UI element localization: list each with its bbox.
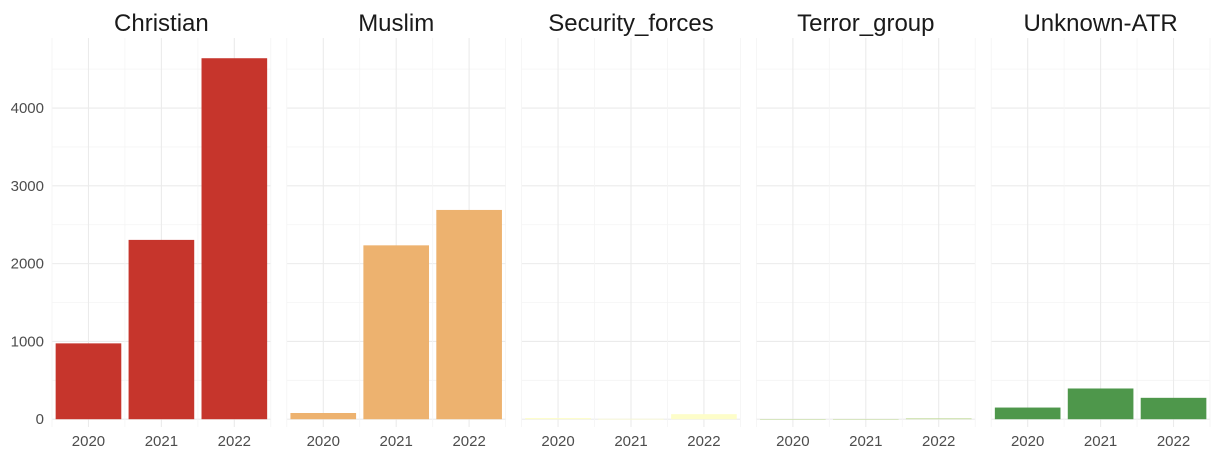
x-tick-label: 2022	[452, 433, 485, 450]
facet-panel-christian: Christian 2020 2021 2022	[51, 10, 272, 450]
bar-christian-2020	[55, 343, 122, 420]
y-tick-label-0: 0	[36, 411, 44, 428]
bar-security-forces-2022	[671, 414, 737, 420]
x-tick-label: 2021	[849, 433, 882, 450]
bar-christian-2021	[128, 239, 195, 420]
x-tick-label: 2021	[145, 433, 178, 450]
x-tick-label: 2021	[1084, 433, 1117, 450]
facet-title: Security_forces	[548, 10, 713, 37]
bar-terror-group-2022	[905, 418, 972, 420]
bar-unknown-atr-2021	[1067, 388, 1134, 420]
x-tick-label: 2020	[307, 433, 340, 450]
y-tick-label-2000: 2000	[11, 256, 44, 273]
x-tick-label: 2020	[776, 433, 809, 450]
bar-muslim-2022	[436, 209, 502, 420]
facet-panel-unknown-atr: Unknown-ATR 2020 2021 2022	[990, 10, 1211, 450]
bar-terror-group-2021	[832, 418, 899, 420]
x-tick-label: 2021	[380, 433, 413, 450]
facet-title: Terror_group	[797, 10, 934, 37]
bar-muslim-2021	[363, 245, 430, 420]
x-tick-label: 2020	[1011, 433, 1044, 450]
facet-title: Christian	[114, 10, 209, 37]
bar-security-forces-2020	[525, 418, 591, 420]
bar-unknown-atr-2022	[1140, 397, 1207, 420]
x-tick-label: 2020	[541, 433, 574, 450]
x-tick-label: 2022	[922, 433, 955, 450]
facet-title: Muslim	[358, 10, 434, 37]
y-tick-label-1000: 1000	[11, 333, 44, 350]
x-tick-label: 2022	[218, 433, 251, 450]
y-tick-label-4000: 4000	[11, 100, 44, 117]
y-tick-label-3000: 3000	[11, 178, 44, 195]
x-tick-label: 2022	[1157, 433, 1190, 450]
bar-unknown-atr-2020	[994, 407, 1061, 420]
x-tick-label: 2022	[687, 433, 720, 450]
facet-panel-muslim: Muslim 2020 2021 2022	[286, 10, 507, 450]
x-tick-label: 2020	[72, 433, 105, 450]
bar-muslim-2020	[290, 412, 357, 420]
bar-christian-2022	[201, 58, 268, 420]
bar-terror-group-2020	[760, 419, 826, 420]
x-tick-label: 2021	[614, 433, 647, 450]
facet-panel-security-forces: Security_forces 2020 2021 2022	[521, 10, 741, 450]
facet-title: Unknown-ATR	[1023, 10, 1177, 37]
bar-security-forces-2021	[598, 418, 664, 420]
facet-panel-terror-group: Terror_group 2020 2021 2022	[756, 10, 976, 450]
